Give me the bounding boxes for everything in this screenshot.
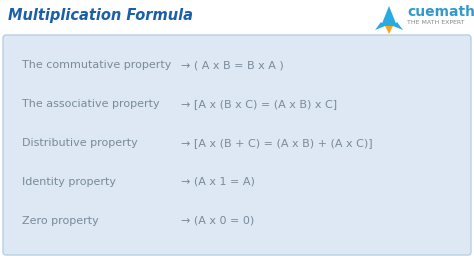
FancyBboxPatch shape [3,35,471,255]
Text: → ( A x B = B x A ): → ( A x B = B x A ) [181,60,284,70]
Text: The associative property: The associative property [22,99,160,109]
Text: → (A x 1 = A): → (A x 1 = A) [181,177,255,187]
Polygon shape [385,26,393,34]
Text: Identity property: Identity property [22,177,116,187]
Text: Distributive property: Distributive property [22,138,138,148]
Text: → [A x (B x C) = (A x B) x C]: → [A x (B x C) = (A x B) x C] [181,99,337,109]
Text: → [A x (B + C) = (A x B) + (A x C)]: → [A x (B + C) = (A x B) + (A x C)] [181,138,373,148]
Text: → (A x 0 = 0): → (A x 0 = 0) [181,216,254,226]
Text: THE MATH EXPERT: THE MATH EXPERT [407,20,465,25]
Polygon shape [375,22,385,30]
Text: The commutative property: The commutative property [22,60,172,70]
Polygon shape [381,6,397,26]
Text: Zero property: Zero property [22,216,99,226]
Text: Multiplication Formula: Multiplication Formula [8,8,193,23]
Text: cuemath: cuemath [407,5,474,19]
Polygon shape [393,22,403,30]
